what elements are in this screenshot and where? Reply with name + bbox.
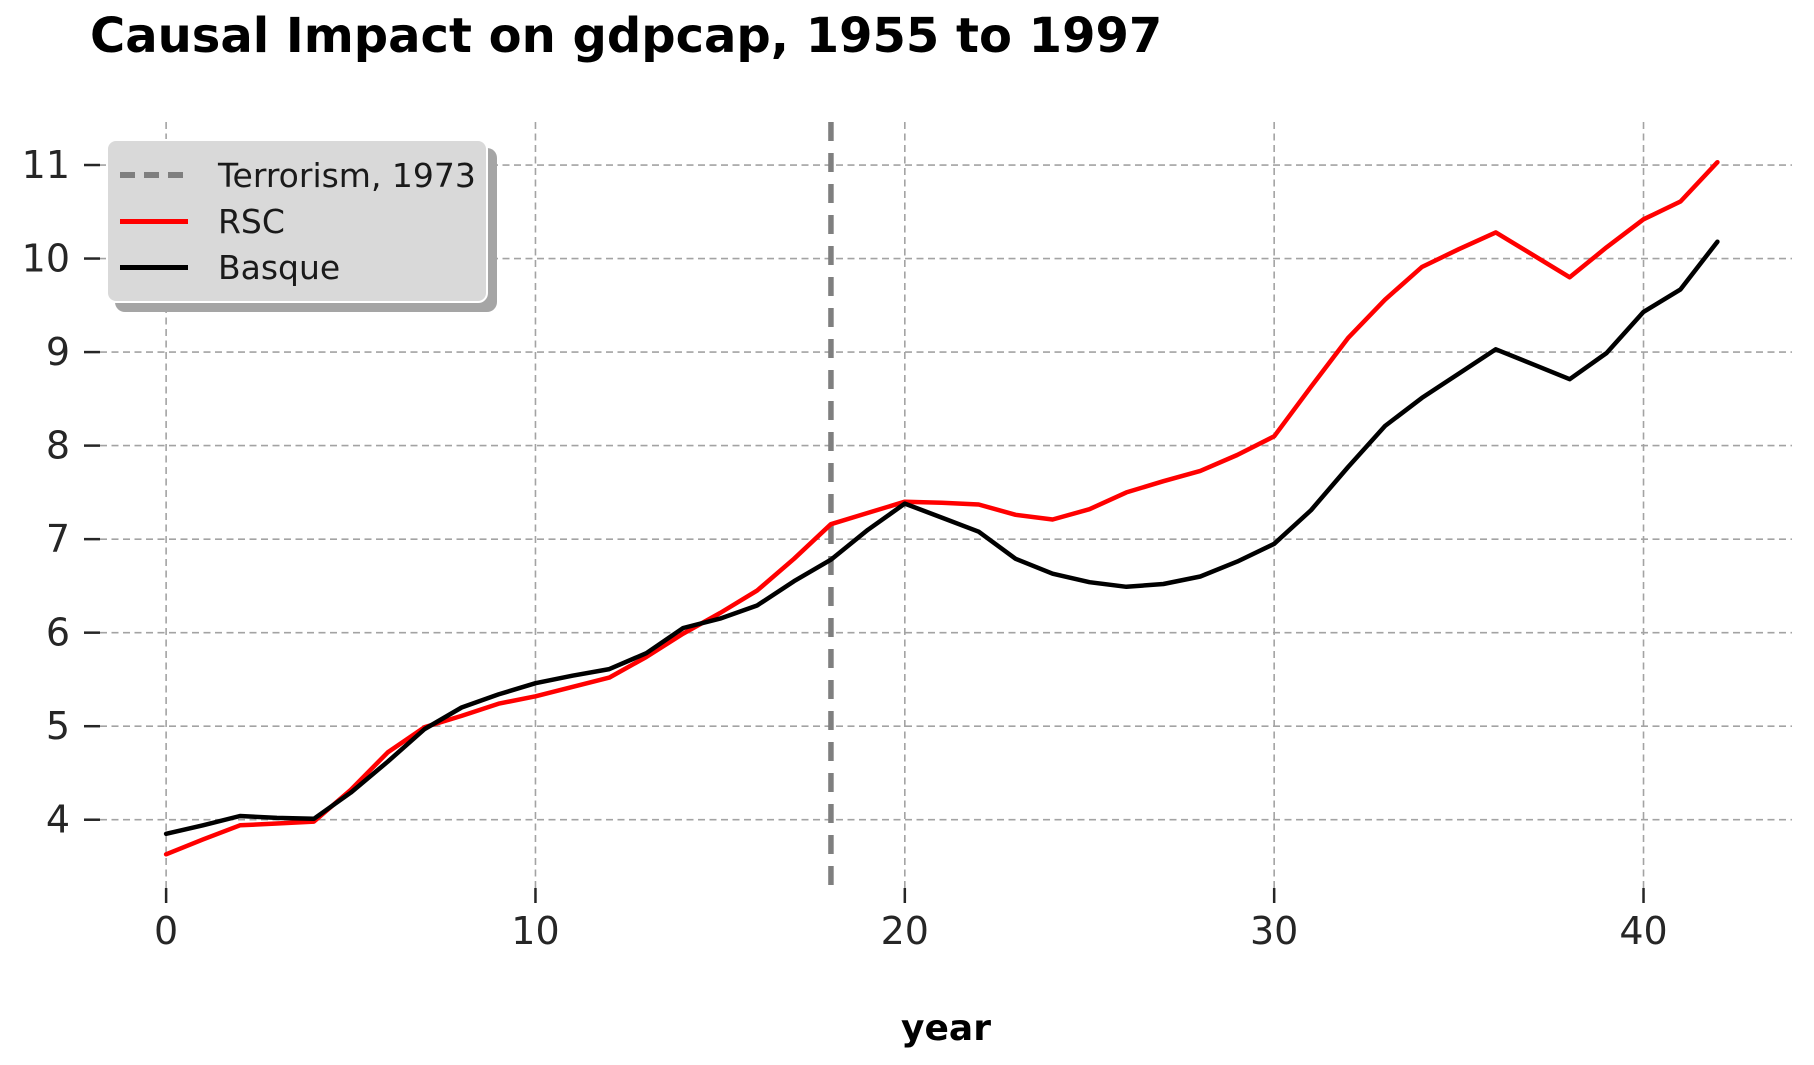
x-tick-label: 30 xyxy=(1250,909,1298,953)
legend-label: Terrorism, 1973 xyxy=(218,155,476,195)
y-tick-label: 7 xyxy=(46,517,70,561)
legend-item-basque: Basque xyxy=(120,250,486,284)
y-tick-label: 10 xyxy=(22,237,70,281)
legend-item-rsc: RSC xyxy=(120,204,486,238)
y-tick-label: 4 xyxy=(46,798,70,842)
x-tick-label: 40 xyxy=(1619,909,1667,953)
y-tick-label: 11 xyxy=(22,143,70,187)
x-tick-label: 10 xyxy=(511,909,559,953)
y-tick-label: 6 xyxy=(46,611,70,655)
x-tick-label: 20 xyxy=(881,909,929,953)
black-line-sample xyxy=(120,264,188,270)
legend-label: RSC xyxy=(218,201,285,241)
legend-item-event: Terrorism, 1973 xyxy=(120,158,486,192)
y-tick-label: 8 xyxy=(46,424,70,468)
chart-title: Causal Impact on gdpcap, 1955 to 1997 xyxy=(90,8,1163,64)
x-axis-label: year xyxy=(901,1008,991,1049)
dashed-line-sample xyxy=(120,172,188,178)
red-line-sample xyxy=(120,218,188,224)
series-line-basque xyxy=(163,239,1720,837)
y-tick-label: 9 xyxy=(46,330,70,374)
y-tick-label: 5 xyxy=(46,704,70,748)
x-tick-label: 0 xyxy=(154,909,178,953)
legend-label: Basque xyxy=(218,247,341,287)
legend: Terrorism, 1973 RSC Basque xyxy=(106,139,488,303)
